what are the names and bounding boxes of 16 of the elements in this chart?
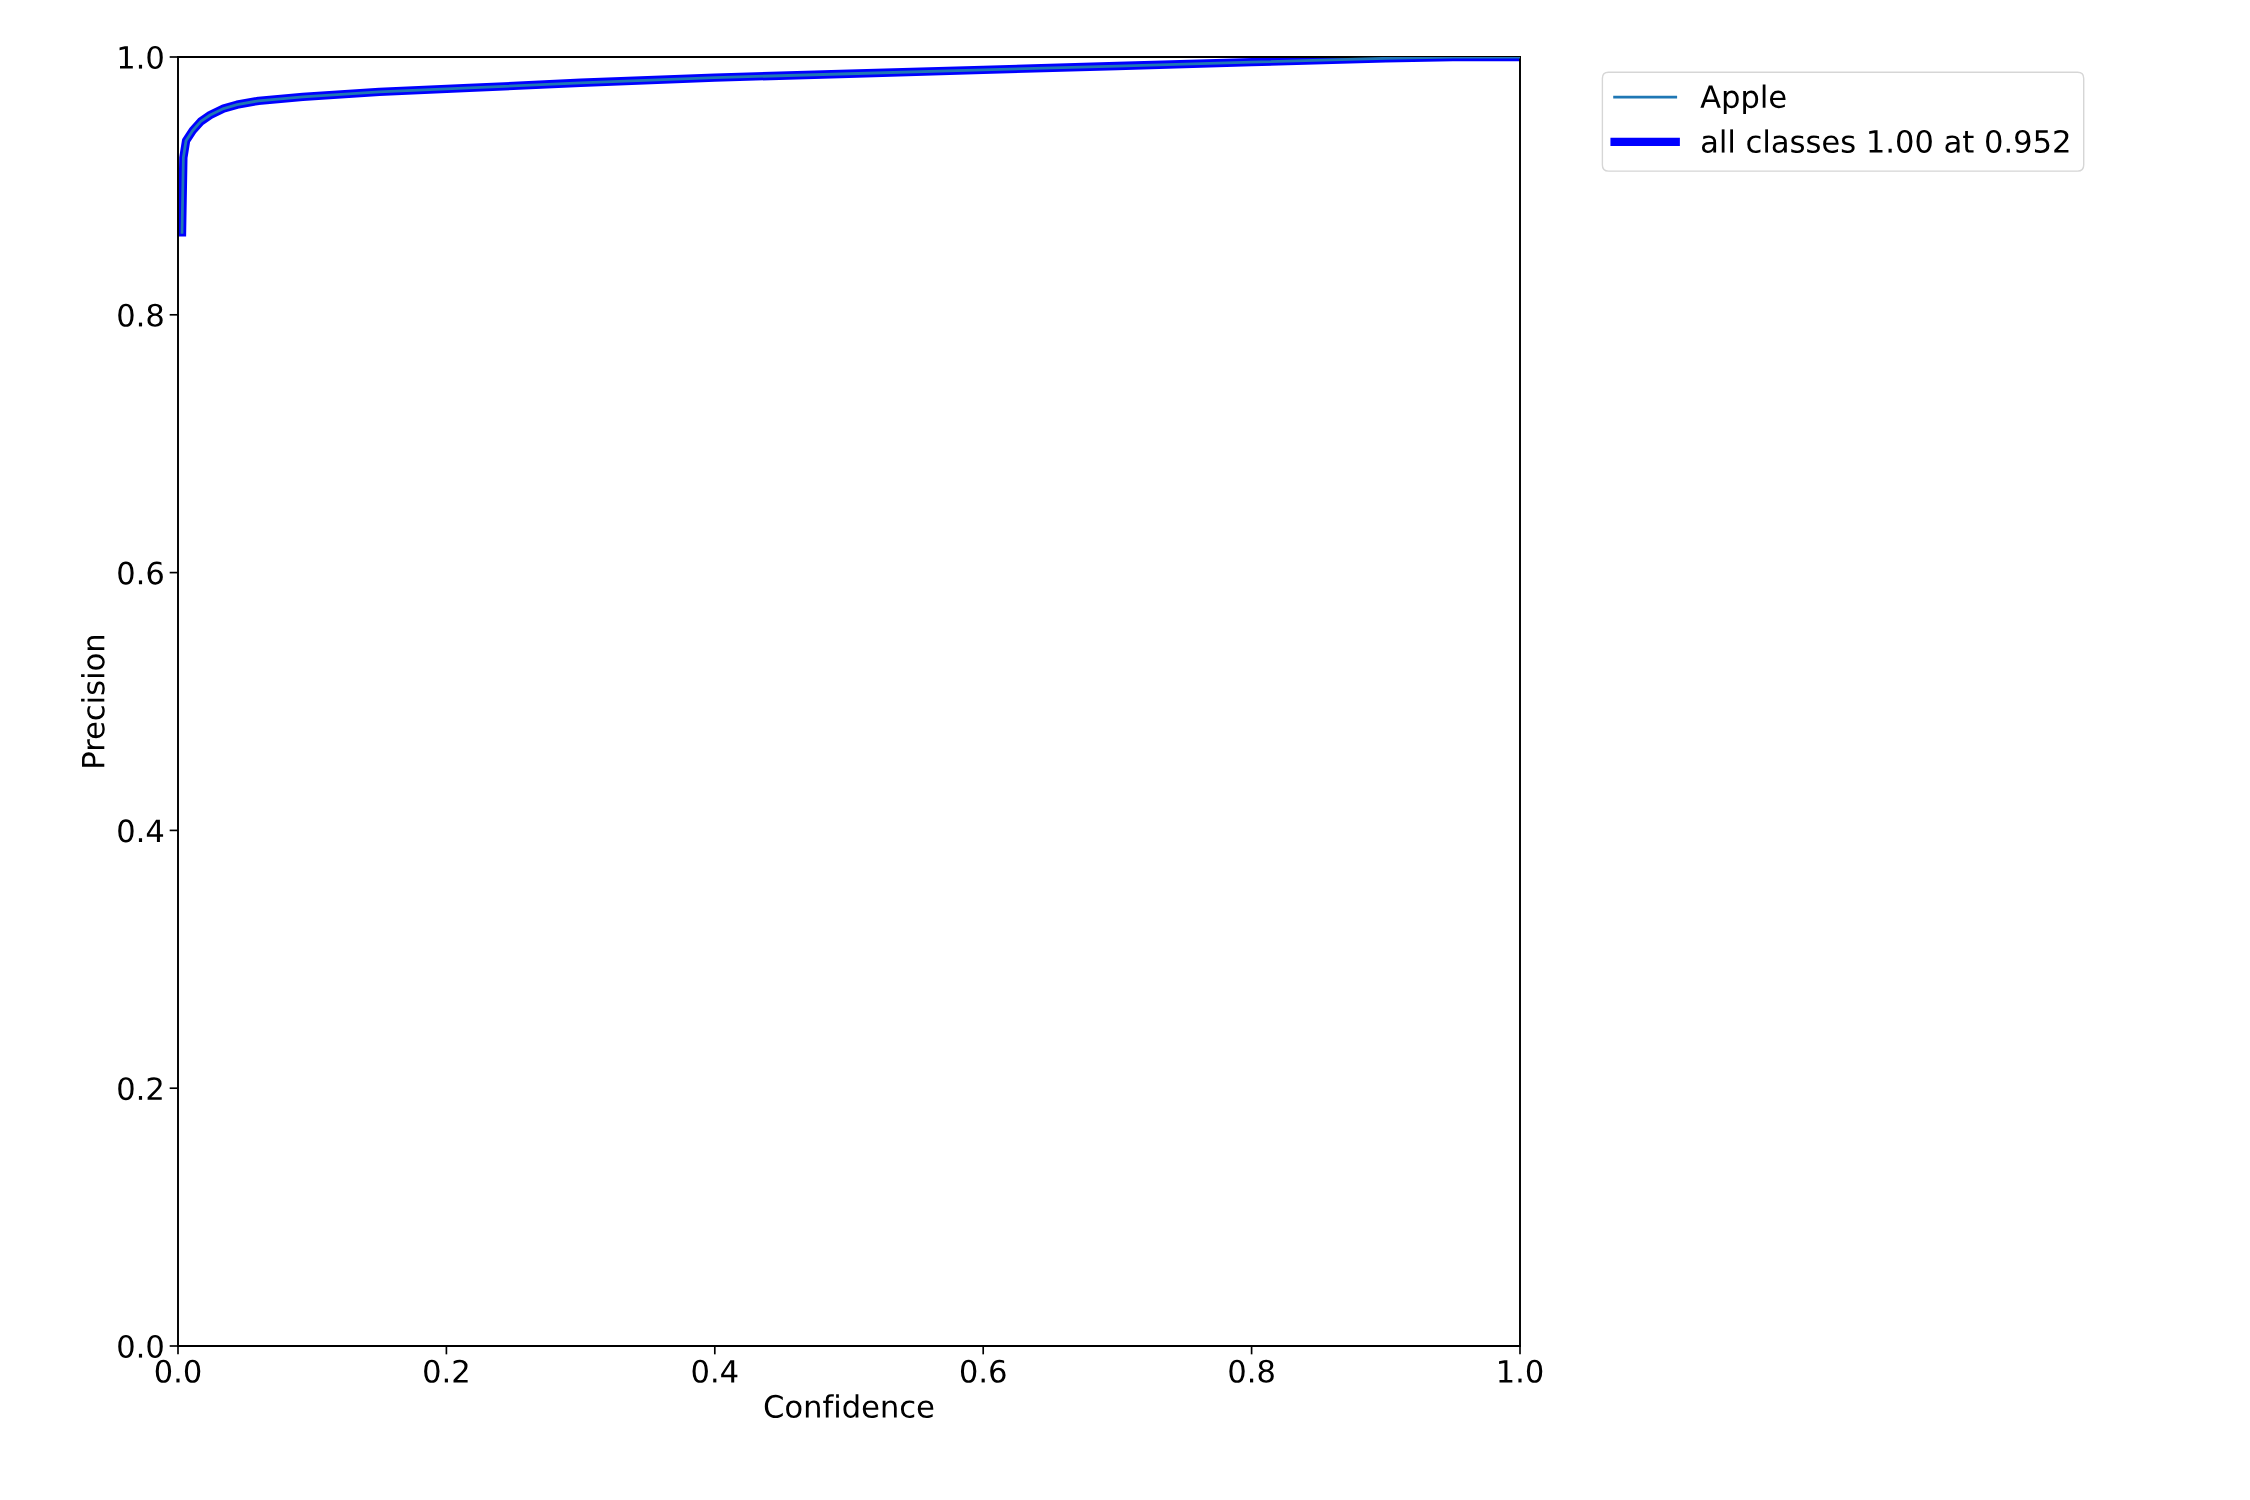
x-axis-title: Confidence	[764, 1394, 934, 1418]
y-tick-label: 1.0	[119, 45, 163, 70]
x-tick-label: 0.2	[424, 1359, 468, 1383]
x-tick-label: 0.0	[155, 1359, 201, 1383]
y-tick-label: 0.0	[118, 1334, 163, 1359]
y-axis-title: Precision	[81, 635, 105, 767]
y-tick-label: 0.6	[118, 561, 163, 585]
legend-label: Apple	[1700, 84, 1786, 115]
x-tick-label: 0.8	[1229, 1359, 1274, 1383]
y-tick-label: 0.4	[118, 819, 164, 843]
x-tick-label: 0.4	[692, 1359, 738, 1383]
x-tick-label: 0.6	[960, 1359, 1006, 1383]
x-tick-label: 1.0	[1499, 1359, 1543, 1383]
legend-label: all classes 1.00 at 0.952	[1701, 129, 2069, 153]
y-tick-label: 0.8	[118, 303, 163, 327]
y-tick-label: 0.2	[118, 1077, 162, 1101]
